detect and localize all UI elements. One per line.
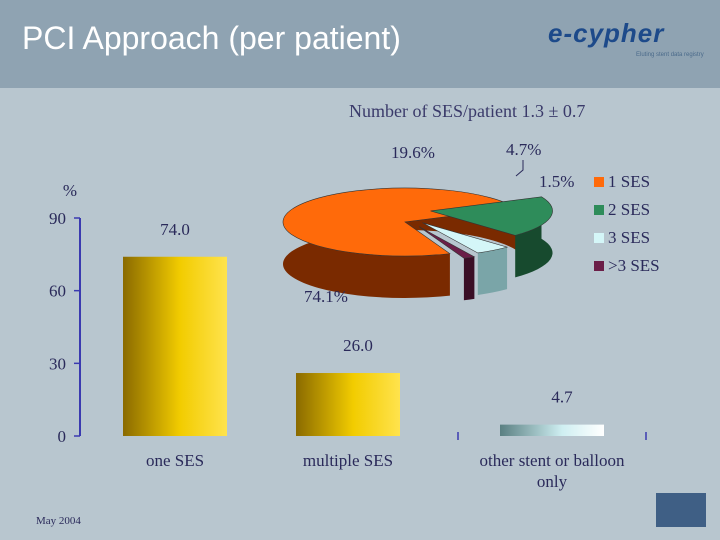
pie-slice-side (477, 247, 508, 295)
bar-value-label: 26.0 (343, 336, 373, 355)
pie-leader-line (515, 160, 524, 177)
pie-slice-side (463, 256, 475, 301)
legend-swatch (594, 205, 604, 215)
pie-slice (422, 222, 509, 254)
slide-header: PCI Approach (per patient) e-cypher Elut… (0, 0, 720, 88)
bar (500, 424, 604, 436)
logo-text: e-cypher (548, 18, 665, 48)
pie-value-label-more-than-3-ses: 1.5% (539, 172, 575, 191)
legend-swatch (594, 177, 604, 187)
bar-value-label: 74.0 (160, 220, 190, 239)
legend-label: 3 SES (608, 228, 651, 247)
bar (296, 373, 400, 436)
x-tick-label: multiple SES (303, 451, 393, 470)
pie-value-label-3-ses: 4.7% (506, 140, 542, 159)
legend-item-3-ses: 3 SES (594, 228, 714, 248)
y-tick-label: 60 (49, 282, 66, 301)
bar-value-label: 4.7 (551, 388, 573, 407)
legend-item-more-than-3-ses: >3 SES (594, 256, 714, 276)
pie-subtitle: Number of SES/patient 1.3 ± 0.7 (349, 101, 586, 121)
x-tick-label: other stent or balloon (480, 451, 625, 470)
y-tick-label: 30 (49, 354, 66, 373)
pie-slice (430, 196, 553, 236)
logo-tagline: Eluting stent data registry (636, 52, 704, 58)
x-tick-label: only (537, 472, 568, 491)
legend-label: >3 SES (608, 256, 660, 275)
y-axis-label: % (63, 181, 77, 200)
y-tick-label: 0 (58, 427, 67, 446)
legend-item-2-ses: 2 SES (594, 200, 714, 220)
pie-value-label-1-ses: 74.1% (304, 287, 348, 306)
pie-value-label-2-ses: 19.6% (391, 143, 435, 162)
legend-label: 1 SES (608, 172, 651, 191)
e-cypher-logo: e-cypher Eluting stent data registry (548, 18, 708, 68)
legend-item-1-ses: 1 SES (594, 172, 714, 192)
pcr-logo-icon (656, 493, 706, 527)
pie-slice (282, 187, 517, 257)
footer-date: May 2004 (36, 515, 81, 527)
legend-swatch (594, 261, 604, 271)
pie-slice (418, 226, 476, 259)
bar (123, 256, 227, 436)
legend-swatch (594, 233, 604, 243)
y-tick-label: 90 (49, 209, 66, 228)
legend-label: 2 SES (608, 200, 651, 219)
x-tick-label: one SES (146, 451, 204, 470)
slide-title: PCI Approach (per patient) (22, 20, 401, 56)
